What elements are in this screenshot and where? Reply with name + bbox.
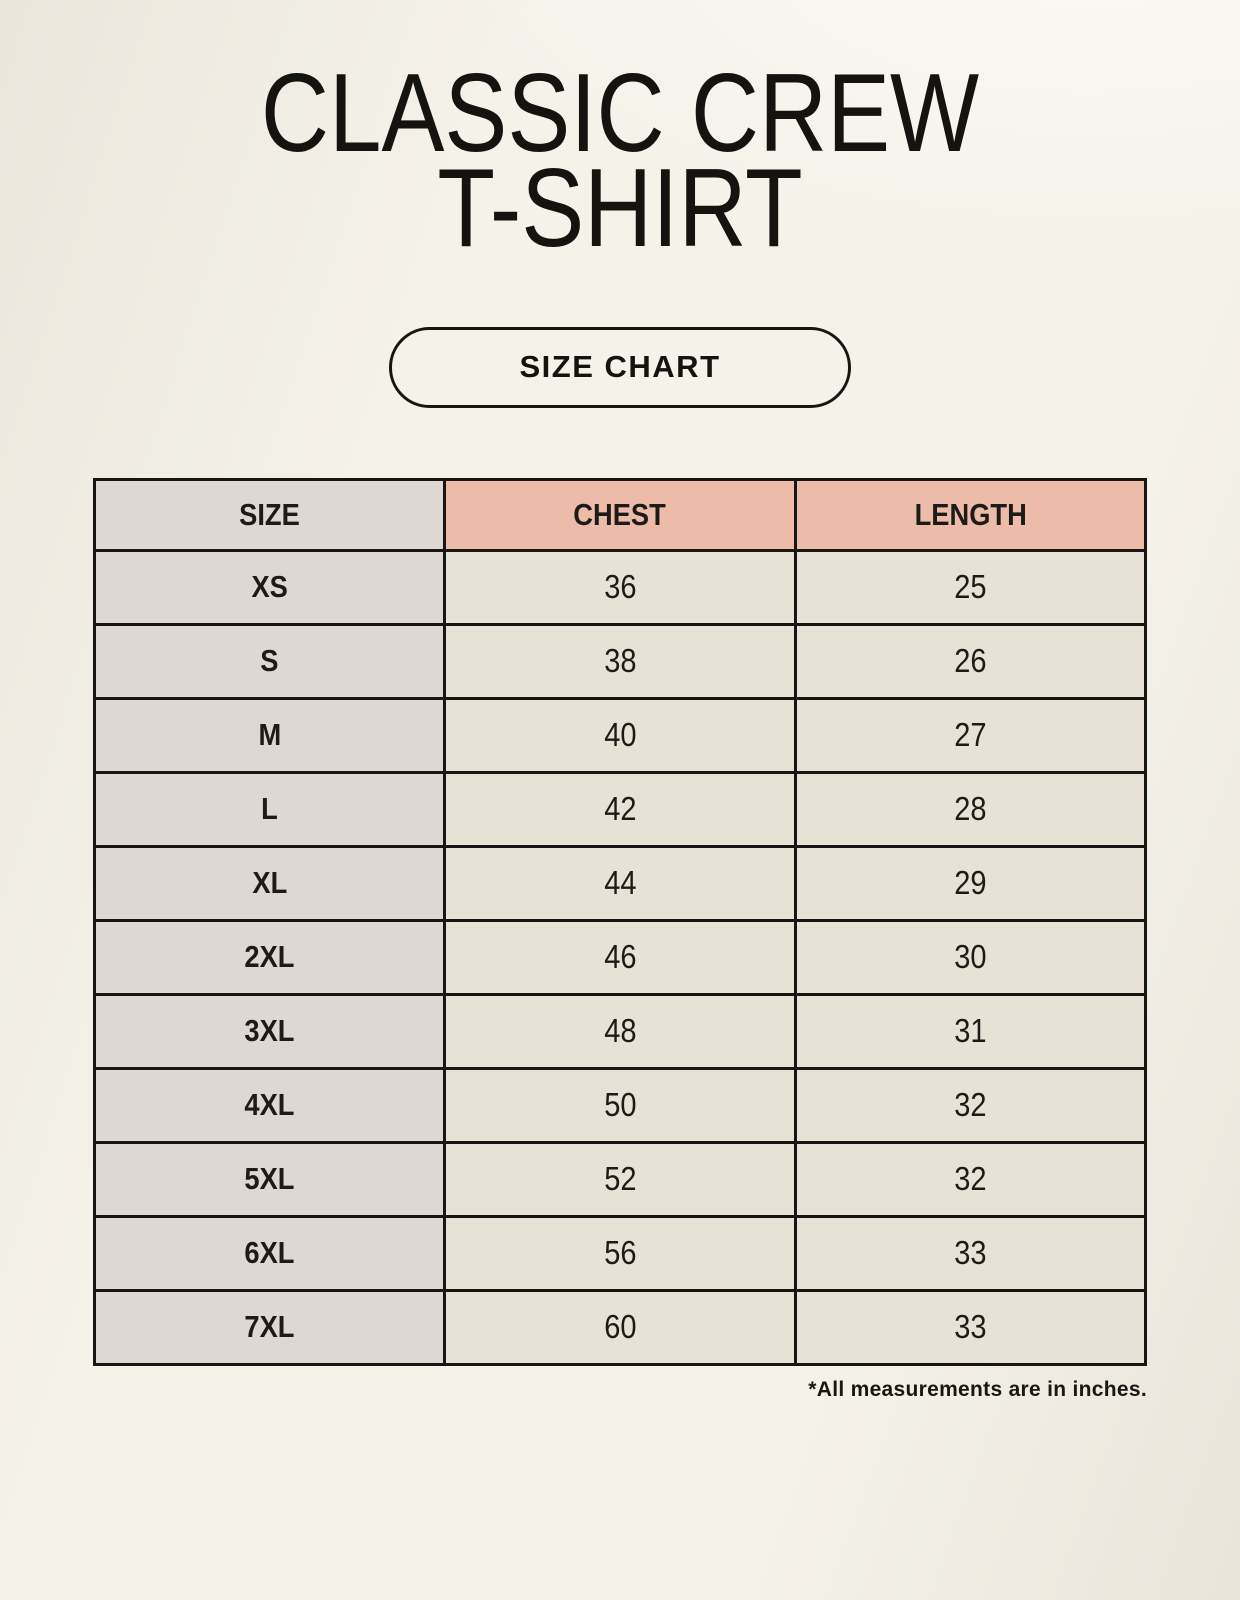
chest-cell: 46 [443,918,797,996]
chest-cell: 40 [443,696,797,774]
size-cell: 2XL [92,918,447,996]
size-label: 4XL [244,1087,295,1123]
column-header-length: LENGTH [793,477,1148,552]
length-value: 30 [954,938,987,976]
length-cell: 28 [793,770,1148,848]
size-cell: L [92,770,447,848]
table-row: 5XL 52 32 [92,1140,1148,1218]
chest-value: 40 [603,716,637,754]
size-cell: S [92,622,447,700]
length-cell: 27 [793,696,1148,774]
chest-value: 36 [603,568,637,606]
chest-cell: 36 [443,548,797,626]
column-header-size: SIZE [92,477,447,552]
table-row: XL 44 29 [92,844,1148,922]
size-cell: 4XL [92,1066,447,1144]
size-cell: XL [92,844,447,922]
length-cell: 32 [793,1140,1148,1218]
table-row: S 38 26 [92,622,1148,700]
length-cell: 30 [793,918,1148,996]
chest-cell: 52 [443,1140,797,1218]
length-value: 32 [954,1160,987,1198]
size-cell: 6XL [92,1214,447,1292]
length-cell: 33 [793,1288,1148,1366]
size-label: M [258,717,282,753]
chest-value: 38 [603,642,637,680]
chest-cell: 60 [443,1288,797,1366]
size-label: 5XL [244,1161,295,1197]
title-line-2: T-SHIRT [437,146,803,271]
table-row: 4XL 50 32 [92,1066,1148,1144]
table-row: L 42 28 [92,770,1148,848]
table-row: XS 36 25 [92,548,1148,626]
length-value: 33 [954,1234,987,1272]
length-value: 26 [954,642,987,680]
table-row: M 40 27 [92,696,1148,774]
chest-value: 56 [603,1234,637,1272]
size-cell: M [92,696,447,774]
length-cell: 31 [793,992,1148,1070]
chest-cell: 44 [443,844,797,922]
length-cell: 29 [793,844,1148,922]
size-label: 2XL [244,939,295,975]
chest-cell: 48 [443,992,797,1070]
chest-value: 48 [603,1012,637,1050]
length-cell: 25 [793,548,1148,626]
chest-value: 42 [603,790,637,828]
size-chart-badge-label: SIZE CHART [519,349,721,385]
chest-value: 50 [603,1086,637,1124]
column-header-chest: CHEST [443,477,797,552]
chest-value: 46 [603,938,637,976]
size-label: S [260,643,279,679]
size-chart-badge: SIZE CHART [389,326,851,408]
table-row: 2XL 46 30 [92,918,1148,996]
chest-cell: 42 [443,770,797,848]
size-cell: 3XL [92,992,447,1070]
length-value: 32 [954,1086,987,1124]
table-row: 3XL 48 31 [92,992,1148,1070]
length-cell: 26 [793,622,1148,700]
size-label: 6XL [244,1235,295,1271]
title-line-1: CLASSIC CREW [260,51,980,175]
length-value: 28 [954,790,987,828]
chest-value: 44 [603,864,637,902]
length-value: 33 [954,1308,987,1346]
chest-cell: 56 [443,1214,797,1292]
size-cell: XS [92,548,447,626]
length-value: 29 [954,864,987,902]
chest-value: 60 [603,1308,637,1346]
column-header-size-label: SIZE [239,496,300,532]
chest-value: 52 [603,1160,637,1198]
length-value: 25 [954,568,987,606]
size-label: 7XL [244,1309,295,1345]
size-label: 3XL [244,1013,295,1049]
size-cell: 5XL [92,1140,447,1218]
size-table: SIZE CHEST LENGTH XS 36 25 S 38 26 M 40 … [92,477,1148,1366]
size-cell: 7XL [92,1288,447,1366]
chest-cell: 38 [443,622,797,700]
table-row: 7XL 60 33 [92,1288,1148,1366]
size-label: L [261,791,278,827]
column-header-chest-label: CHEST [573,496,667,532]
page-title: CLASSIC CREW T-SHIRT [0,0,1240,271]
table-row: 6XL 56 33 [92,1214,1148,1292]
length-value: 27 [954,716,987,754]
length-value: 31 [954,1012,987,1050]
size-label: XS [251,569,288,605]
column-header-length-label: LENGTH [914,496,1027,532]
length-cell: 33 [793,1214,1148,1292]
size-label: XL [252,865,288,901]
measurements-footnote: *All measurements are in inches. [808,1377,1147,1401]
chest-cell: 50 [443,1066,797,1144]
table-header-row: SIZE CHEST LENGTH [92,477,1148,552]
length-cell: 32 [793,1066,1148,1144]
